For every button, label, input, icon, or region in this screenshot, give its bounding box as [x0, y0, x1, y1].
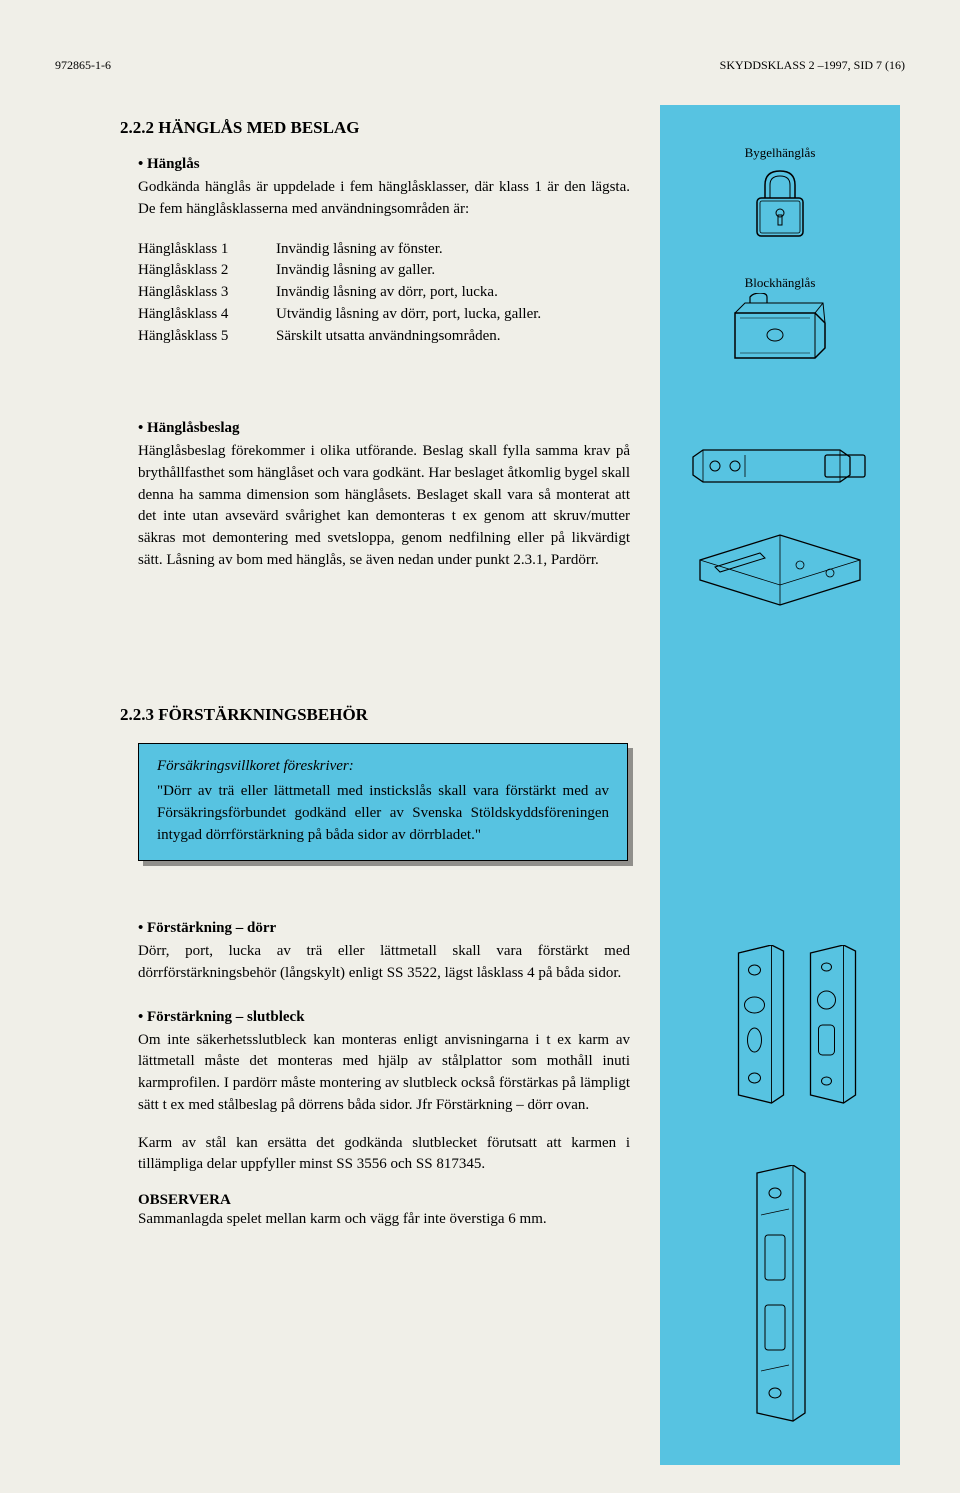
padlock-block-icon [725, 293, 835, 363]
heading-2-2-2: 2.2.2 HÄNGLÅS MED BESLAG [120, 118, 630, 138]
observe-label: OBSERVERA [138, 1192, 630, 1209]
section-forstarkning-details: Förstärkning – dörr Dörr, port, lucka av… [120, 920, 630, 1247]
heading-2-2-3: 2.2.3 FÖRSTÄRKNINGSBEHÖR [120, 705, 630, 725]
subheading-forstarkning-dorr: Förstärkning – dörr [138, 920, 630, 937]
observe-body: Sammanlagda spelet mellan karm och vägg … [138, 1209, 630, 1231]
table-row: Hänglåsklass 2Invändig låsning av galler… [138, 260, 630, 282]
class-desc: Invändig låsning av fönster. [276, 239, 443, 261]
class-desc: Särskilt utsatta användningsområden. [276, 326, 501, 348]
callout-title: Försäkringsvillkoret föreskriver: [157, 758, 609, 775]
class-label: Hänglåsklass 2 [138, 260, 276, 282]
illustration-column: Bygelhänglås Blockhänglås [660, 105, 900, 1465]
class-desc: Invändig låsning av dörr, port, lucka. [276, 282, 498, 304]
class-label: Hänglåsklass 4 [138, 304, 276, 326]
class-label: Hänglåsklass 1 [138, 239, 276, 261]
padlock-shackle-icon [745, 163, 815, 243]
page-header-right: SKYDDSKLASS 2 –1997, SID 7 (16) [720, 58, 905, 73]
class-label: Hänglåsklass 3 [138, 282, 276, 304]
hasp-plate-icon [690, 525, 870, 625]
class-label: Hänglåsklass 5 [138, 326, 276, 348]
body-slutbleck-b: Karm av stål kan ersätta det godkända sl… [138, 1133, 630, 1177]
table-row: Hänglåsklass 5Särskilt utsatta användnin… [138, 326, 630, 348]
label-blockhanglas: Blockhänglås [660, 275, 900, 291]
subheading-hanglasbeslag: Hänglåsbeslag [138, 420, 630, 437]
class-desc: Invändig låsning av galler. [276, 260, 435, 282]
callout-body: "Dörr av trä eller lättmetall med instic… [157, 781, 609, 846]
hasp-fitting-icon [685, 435, 875, 495]
intro-text: Godkända hänglås är uppdelade i fem häng… [138, 177, 630, 221]
section-hanglas: 2.2.2 HÄNGLÅS MED BESLAG Hänglås Godkänd… [120, 118, 630, 347]
page-header-left: 972865-1-6 [55, 58, 111, 73]
insurance-callout: Försäkringsvillkoret föreskriver: "Dörr … [138, 743, 628, 861]
table-row: Hänglåsklass 4Utvändig låsning av dörr, … [138, 304, 630, 326]
label-bygelhanglas: Bygelhänglås [660, 145, 900, 161]
table-row: Hänglåsklass 3Invändig låsning av dörr, … [138, 282, 630, 304]
body-hanglasbeslag: Hänglåsbeslag förekommer i olika utföran… [138, 441, 630, 572]
body-forstarkning-dorr: Dörr, port, lucka av trä eller lättmetal… [138, 941, 630, 985]
table-row: Hänglåsklass 1Invändig låsning av fönste… [138, 239, 630, 261]
reinforcement-plate-b-icon [805, 945, 860, 1105]
section-forstarkning: 2.2.3 FÖRSTÄRKNINGSBEHÖR Försäkringsvill… [120, 705, 630, 861]
strike-plate-icon [745, 1165, 815, 1425]
reinforcement-plate-a-icon [733, 945, 788, 1105]
class-desc: Utvändig låsning av dörr, port, lucka, g… [276, 304, 541, 326]
subheading-forstarkning-slutbleck: Förstärkning – slutbleck [138, 1009, 630, 1026]
class-table: Hänglåsklass 1Invändig låsning av fönste… [138, 239, 630, 348]
body-slutbleck-a: Om inte säkerhetsslutbleck kan monteras … [138, 1030, 630, 1117]
section-hanglasbeslag: Hänglåsbeslag Hänglåsbeslag förekommer i… [120, 420, 630, 572]
subheading-hanglas: Hänglås [138, 156, 630, 173]
